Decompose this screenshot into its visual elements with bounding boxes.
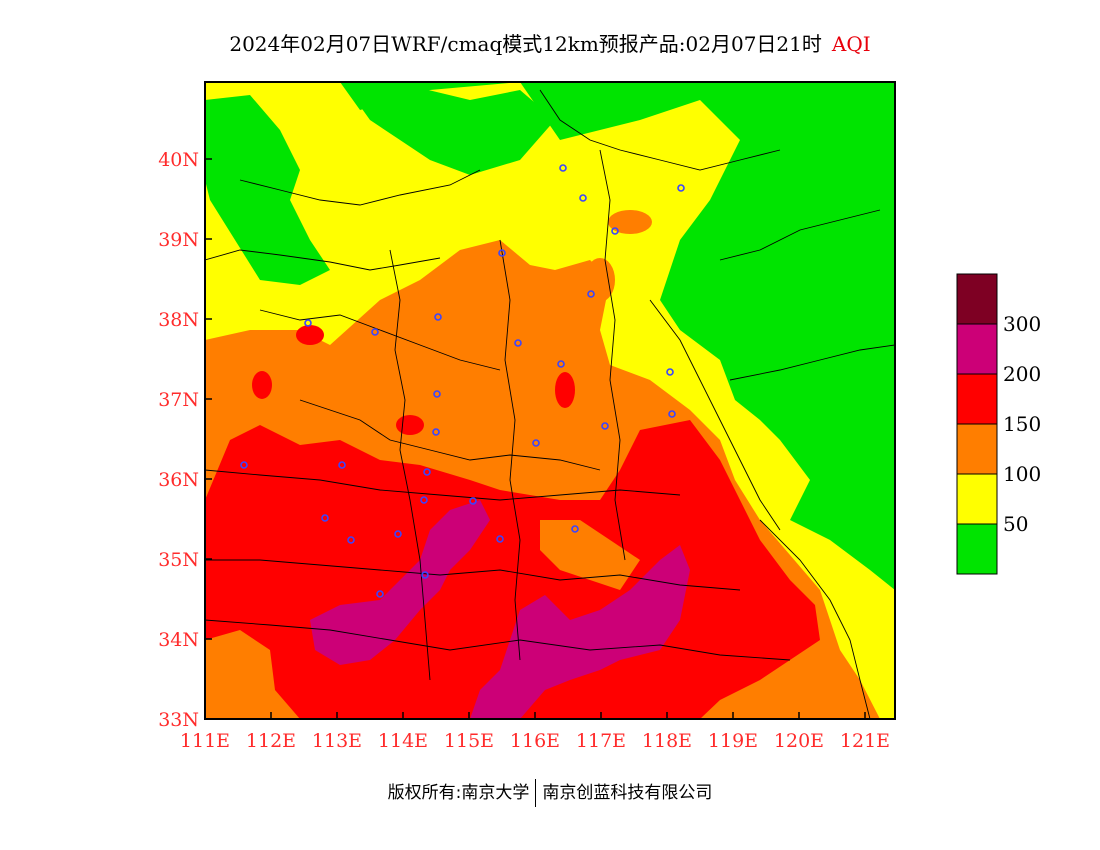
legend-swatch xyxy=(956,473,998,525)
map-frame xyxy=(204,81,896,720)
aqi-zone-orange-southwest xyxy=(205,630,300,719)
aqi-patch-red-3 xyxy=(555,372,575,408)
aqi-zone-good-northeast xyxy=(720,82,895,160)
title-main: 2024年02月07日WRF/cmaq模式12km预报产品:02月07日21时 xyxy=(229,32,822,56)
axis-ticks xyxy=(204,158,866,720)
lon-label: 118E xyxy=(642,730,692,752)
legend-swatch xyxy=(956,523,998,575)
lat-label: 35N xyxy=(158,549,199,571)
legend-label: 200 xyxy=(1003,362,1041,386)
legend-label: 300 xyxy=(1003,312,1041,336)
lon-label: 114E xyxy=(378,730,428,752)
legend-swatch xyxy=(956,373,998,425)
lon-label: 113E xyxy=(312,730,362,752)
aqi-zone-orange-south xyxy=(540,520,640,590)
aqi-patch-red-4 xyxy=(396,415,424,435)
lat-label: 33N xyxy=(158,709,199,731)
latitude-labels: 40N 39N 38N 37N 36N 35N 34N 33N xyxy=(158,149,199,731)
aqi-patch-red-1 xyxy=(296,325,324,345)
aqi-zone-good-north xyxy=(345,85,555,175)
aqi-zone-very-unhealthy-west xyxy=(310,500,490,665)
aqi-zone-good-west xyxy=(205,95,330,285)
footer-separator xyxy=(535,779,537,807)
lat-label: 34N xyxy=(158,629,199,651)
lat-label: 38N xyxy=(158,309,199,331)
lat-label: 37N xyxy=(158,389,199,411)
lon-label: 119E xyxy=(708,730,758,752)
legend-label: 150 xyxy=(1003,412,1041,436)
legend-label: 100 xyxy=(1003,462,1041,486)
legend-swatch xyxy=(956,273,998,325)
aqi-patch-red-2 xyxy=(252,371,272,399)
lon-label: 121E xyxy=(840,730,890,752)
longitude-labels: 111E 112E 113E 114E 115E 116E 117E 118E 119E 120E… xyxy=(180,730,890,752)
legend-swatch xyxy=(956,423,998,475)
aqi-legend: 50 100 150 200 300 xyxy=(956,273,1041,575)
lon-label: 111E xyxy=(180,730,230,752)
footer-company: 南京创蓝科技有限公司 xyxy=(542,783,713,803)
aqi-zone-very-unhealthy-south xyxy=(470,545,690,719)
city-markers xyxy=(240,164,685,598)
footer-copyright: 版权所有:南京大学 xyxy=(387,783,530,803)
legend-label: 50 xyxy=(1003,512,1028,536)
aqi-field xyxy=(205,82,895,719)
title-product: AQI xyxy=(831,32,871,56)
footer: 版权所有:南京大学 南京创蓝科技有限公司 xyxy=(0,778,1100,807)
legend-swatch xyxy=(956,323,998,375)
lon-label: 117E xyxy=(576,730,626,752)
lon-label: 116E xyxy=(510,730,560,752)
lon-label: 120E xyxy=(774,730,824,752)
lon-label: 112E xyxy=(246,730,296,752)
lat-label: 36N xyxy=(158,469,199,491)
lat-label: 39N xyxy=(158,229,199,251)
province-boundaries xyxy=(205,89,895,719)
map-title: 2024年02月07日WRF/cmaq模式12km预报产品:02月07日21时 A… xyxy=(0,28,1100,57)
lon-label: 115E xyxy=(444,730,494,752)
aqi-patch-orange-1 xyxy=(608,210,652,234)
lat-label: 40N xyxy=(158,149,199,171)
